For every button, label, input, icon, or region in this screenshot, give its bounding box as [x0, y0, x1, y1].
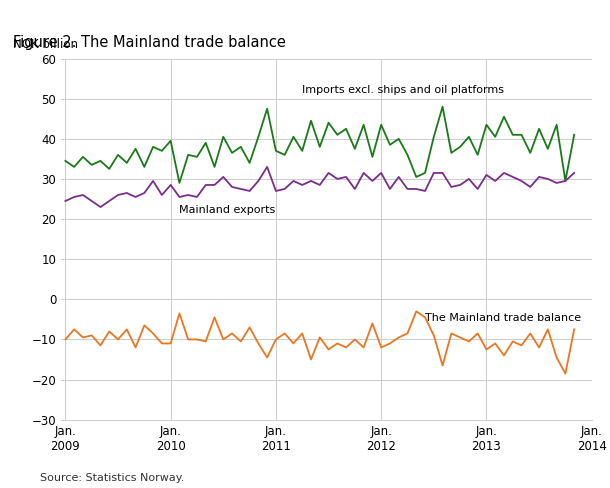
Text: Mainland exports: Mainland exports — [179, 205, 276, 215]
Text: Source: Statistics Norway.: Source: Statistics Norway. — [40, 473, 184, 483]
Text: The Mainland trade balance: The Mainland trade balance — [425, 313, 581, 324]
Text: Imports excl. ships and oil platforms: Imports excl. ships and oil platforms — [302, 84, 504, 95]
Text: NOK billion: NOK billion — [13, 39, 78, 51]
Text: Figure 2. The Mainland trade balance: Figure 2. The Mainland trade balance — [13, 36, 286, 50]
